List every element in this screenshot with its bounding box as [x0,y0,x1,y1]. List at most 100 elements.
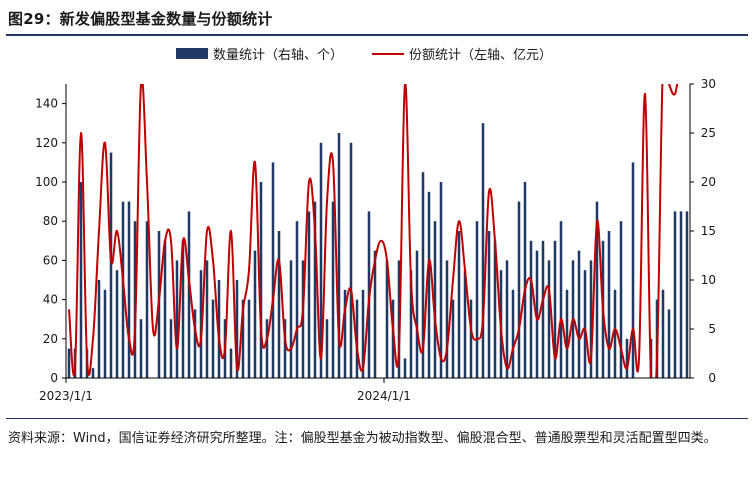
right-tick-label: 10 [701,273,716,287]
x-tick-label: 2023/1/1 [39,389,93,403]
bar [331,201,335,378]
bar [433,221,437,378]
legend-line-label: 份额统计（左轴、亿元） [409,48,552,63]
bar [613,289,617,378]
right-tick-label: 20 [701,175,716,189]
bar [115,270,119,378]
bar [619,221,623,378]
bar [103,289,107,378]
title-bar: 图29：新发偏股型基金数量与份额统计 [6,0,748,36]
bar [241,299,245,378]
chart-svg: 数量统计（右轴、个） 份额统计（左轴、亿元） 0 20 40 60 80 100 120 140 0… [35,48,716,403]
bar [163,240,167,378]
bar [673,211,677,378]
bar [457,231,461,378]
bar [313,201,317,378]
left-tick-label: 120 [35,136,58,150]
bar [391,299,395,378]
source-note: 资料来源：Wind，国信证券经济研究所整理。注：偏股型基金为被动指数型、偏股混合… [8,431,717,446]
bar [535,250,539,378]
bar [427,191,431,378]
share-line [68,84,687,378]
bar [265,319,269,378]
bar [451,299,455,378]
bar [79,182,83,378]
bar [235,280,239,378]
left-tick-label: 100 [35,175,58,189]
bar [475,221,479,378]
left-tick-label: 80 [43,214,58,228]
bar [91,368,95,378]
bar [211,299,215,378]
bar [373,250,377,378]
right-tick-label: 30 [701,77,716,91]
bar [229,348,233,378]
bar [679,211,683,378]
bar [565,289,569,378]
bar [553,240,557,378]
bar [355,299,359,378]
bar [577,250,581,378]
chart-area: 数量统计（右轴、个） 份额统计（左轴、亿元） 0 20 40 60 80 100 120 140 0… [0,34,754,418]
bar [631,162,635,378]
footer: 资料来源：Wind，国信证券经济研究所整理。注：偏股型基金为被动指数型、偏股混合… [6,418,748,479]
bar [463,270,467,378]
legend-bar-swatch [176,48,208,59]
bar [667,309,671,378]
bar [289,260,293,378]
bar [511,289,515,378]
bar [625,338,629,378]
bar [481,123,485,378]
bar [505,260,509,378]
bar [385,260,389,378]
bar [139,319,143,378]
bar [409,270,413,378]
bar [325,319,329,378]
bar [517,201,521,378]
bar [319,142,323,378]
bar [493,240,497,378]
bar [295,221,299,378]
bar [127,201,131,378]
bar [205,260,209,378]
bar [595,201,599,378]
bar [253,250,257,378]
bar [181,240,185,378]
bar [421,172,425,378]
bar [685,211,689,378]
bar [349,142,353,378]
bar [271,162,275,378]
bar [283,319,287,378]
bar [109,152,113,378]
bar [175,260,179,378]
right-tick-label: 15 [701,224,716,238]
bar [187,211,191,378]
bar [583,270,587,378]
bar [277,231,281,378]
bar [607,231,611,378]
bar [307,211,311,378]
bar [67,348,71,378]
left-tick-label: 0 [50,371,58,385]
chart-title: 图29：新发偏股型基金数量与份额统计 [8,10,273,28]
legend-bar-label: 数量统计（右轴、个） [213,48,343,63]
bar [559,221,563,378]
bar [547,260,551,378]
bar [487,231,491,378]
bar [337,133,341,378]
left-tick-label: 140 [35,97,58,111]
bar [259,182,263,378]
right-tick-label: 25 [701,126,716,140]
left-tick-label: 60 [43,253,58,267]
x-tick-label: 2024/1/1 [357,389,411,403]
bar [145,221,149,378]
bar [193,309,197,378]
bar [445,260,449,378]
bar [439,182,443,378]
bar [529,240,533,378]
bar [169,319,173,378]
bar [469,299,473,378]
left-tick-label: 40 [43,293,58,307]
left-tick-label: 20 [43,332,58,346]
bar [661,289,665,378]
